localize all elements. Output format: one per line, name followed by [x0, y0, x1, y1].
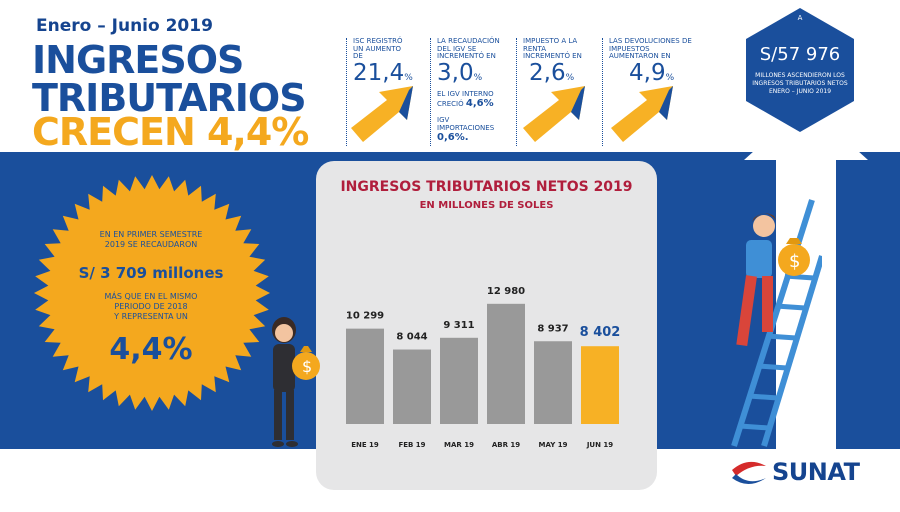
title-line-1: INGRESOS — [32, 38, 244, 82]
x-tick-label: ABR 19 — [492, 441, 520, 449]
sun-percent: 4,4% — [109, 332, 193, 367]
trend-up-icon — [523, 86, 585, 142]
total-caption: MILLONES ASCENDIERON LOS INGRESOS TRIBUT… — [752, 72, 848, 95]
bar-value-label: 8 402 — [580, 325, 621, 340]
bar-value-label: 9 311 — [443, 320, 474, 331]
x-tick-label: FEB 19 — [398, 441, 425, 449]
stat-card-devoluciones: Las devoluciones de impuestos aumentaron… — [602, 37, 694, 146]
x-tick-label: MAR 19 — [444, 441, 474, 449]
chart-panel — [316, 161, 657, 490]
chart-title: INGRESOS TRIBUTARIOS NETOS 2019 — [340, 179, 633, 195]
bar-feb-19 — [393, 349, 431, 424]
bar-jun-19 — [581, 346, 619, 424]
bar-value-label: 8 044 — [396, 332, 427, 343]
sunat-logo-icon — [732, 461, 766, 484]
stat-value: 21,4% — [353, 60, 413, 86]
sun-amount: S/ 3 709 millones — [78, 264, 224, 282]
bar-value-label: 12 980 — [487, 286, 525, 297]
stat-value: 3,0% — [437, 60, 483, 86]
total-prefix: A — [797, 14, 803, 22]
sun-badge — [34, 175, 270, 411]
title-line-3: CRECEN 4,4% — [32, 110, 309, 154]
trend-up-icon — [611, 86, 673, 142]
bar-value-label: 8 937 — [537, 323, 568, 334]
x-tick-label: MAY 19 — [539, 441, 568, 449]
stat-text: ISC registró un aumento de — [353, 37, 403, 61]
bar-may-19 — [534, 341, 572, 424]
stat-value: 2,6% — [529, 60, 575, 86]
stat-text: Las devoluciones de impuestos aumentaron… — [609, 37, 692, 61]
man-on-ladder-icon: $ — [731, 199, 822, 447]
stat-text: Impuesto a la Renta incrementó en — [523, 37, 582, 61]
x-tick-label: JUN 19 — [586, 441, 613, 449]
stat-card-igv: La recaudación del IGV se incrementó en … — [430, 37, 508, 146]
bar-chart: 10 299 ENE 19 8 044 FEB 19 9 311 MAR 19 12 980… — [346, 286, 621, 449]
period-label: Enero – Junio 2019 — [36, 16, 213, 36]
x-tick-label: ENE 19 — [351, 441, 379, 449]
bar-ene-19 — [346, 328, 384, 424]
stat-card-isc: ISC registró un aumento de 21,4% — [346, 37, 424, 146]
total-value: S/57 976 — [759, 44, 841, 65]
total-hexagon — [746, 8, 854, 132]
chart-subtitle: EN MILLONES DE SOLES — [419, 200, 554, 211]
title-line-2: TRIBUTARIOS — [32, 76, 307, 120]
sunat-logo-text: SUNAT — [772, 458, 860, 486]
trend-up-icon — [351, 86, 413, 142]
svg-text:$: $ — [789, 251, 800, 272]
sun-intro: EN EN PRIMER SEMESTRE 2019 SE RECAUDARON — [99, 230, 203, 249]
svg-text:$: $ — [302, 357, 312, 376]
bar-value-label: 10 299 — [346, 311, 384, 322]
stat-text: La recaudación del IGV se incrementó en — [437, 37, 500, 61]
sun-details: MÁS QUE EN EL MISMO PERIODO DE 2018 Y RE… — [104, 292, 198, 321]
igv-detail-2: IGV IMPORTACIONES 0,6%. — [437, 116, 495, 144]
woman-with-moneybag-icon: $ — [272, 317, 320, 447]
igv-detail-1: EL IGV INTERNO CRECIÓ 4,6% — [437, 90, 494, 110]
bar-mar-19 — [440, 337, 478, 424]
stat-card-renta: Impuesto a la Renta incrementó en 2,6% — [516, 37, 594, 146]
stat-value: 4,9% — [629, 60, 675, 86]
bar-abr-19 — [487, 303, 525, 424]
